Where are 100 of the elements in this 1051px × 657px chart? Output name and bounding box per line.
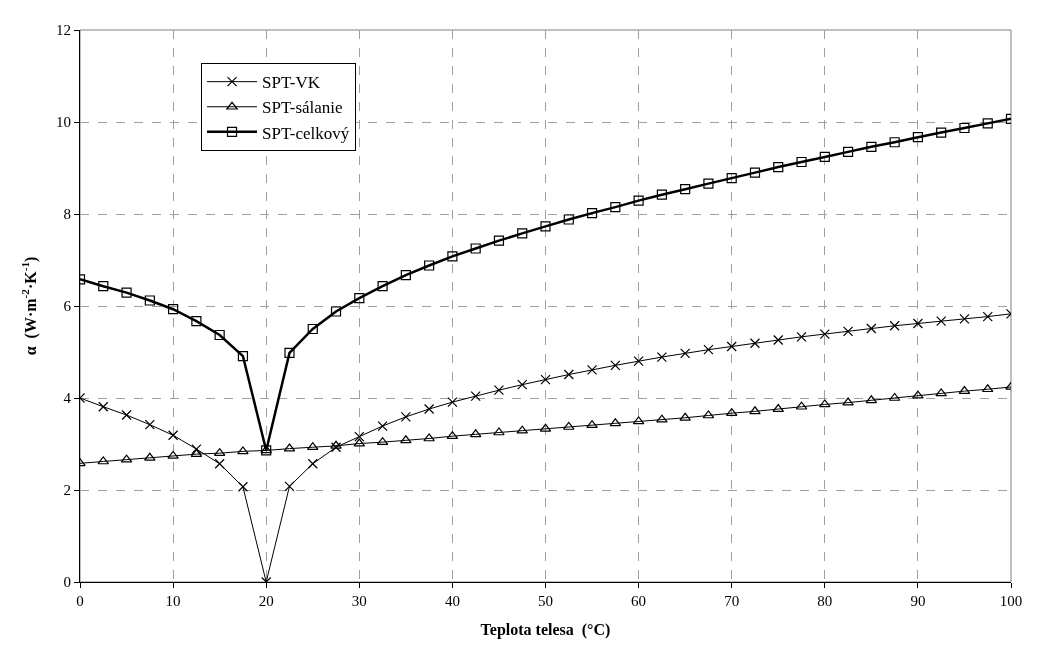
point	[447, 251, 458, 262]
point	[354, 293, 365, 304]
point	[749, 406, 761, 415]
y-tick-label: 2	[63, 482, 71, 499]
point	[237, 446, 249, 455]
point	[400, 270, 411, 281]
point	[842, 146, 854, 157]
x-tick-label: 30	[351, 593, 367, 609]
point	[656, 189, 667, 200]
x-tick-label: 0	[76, 593, 84, 609]
point	[982, 311, 993, 322]
point	[330, 442, 342, 453]
point	[377, 420, 388, 432]
point	[307, 458, 318, 469]
point	[819, 151, 830, 163]
point	[98, 401, 109, 412]
point	[819, 399, 831, 408]
point	[773, 161, 784, 173]
point	[191, 316, 202, 327]
legend-label: SPT-sálanie	[262, 98, 343, 118]
point	[656, 414, 668, 423]
y-tick-label: 12	[56, 22, 71, 39]
point	[680, 348, 691, 359]
point	[121, 409, 132, 421]
point	[540, 374, 551, 385]
point	[493, 427, 505, 436]
x-tick-label: 100	[999, 593, 1023, 609]
point	[144, 419, 155, 430]
x-axis-title: Teplota telesa (°C)	[480, 620, 611, 639]
point	[470, 243, 481, 254]
x-tick-label: 70	[724, 593, 740, 609]
point	[866, 323, 877, 334]
point	[563, 369, 574, 380]
point	[237, 481, 249, 492]
point	[912, 390, 924, 399]
point	[726, 173, 737, 184]
point	[703, 344, 714, 355]
point	[214, 458, 225, 469]
y-tick-label: 6	[63, 298, 72, 315]
point	[959, 122, 970, 134]
x-tick-label: 20	[258, 593, 274, 609]
point	[842, 326, 854, 337]
point	[936, 316, 947, 327]
point	[633, 356, 644, 367]
point	[284, 347, 295, 359]
point	[307, 323, 318, 335]
point	[749, 167, 761, 178]
y-tick-label: 10	[56, 114, 71, 131]
point	[796, 331, 807, 342]
point	[586, 364, 598, 376]
point	[936, 127, 947, 138]
point	[167, 450, 179, 459]
point	[912, 318, 923, 329]
point	[726, 341, 737, 352]
point	[424, 260, 435, 271]
x-tick-label: 80	[817, 593, 833, 609]
point	[866, 141, 877, 152]
point	[540, 221, 551, 232]
point	[237, 351, 249, 362]
point	[610, 202, 621, 213]
point	[773, 334, 784, 346]
point	[517, 228, 528, 239]
point	[400, 411, 411, 422]
point	[493, 385, 505, 396]
point	[586, 207, 598, 219]
point	[889, 137, 900, 148]
y-tick-label: 8	[63, 206, 71, 223]
x-tick-label: 60	[631, 593, 647, 609]
point	[121, 287, 132, 298]
point	[610, 360, 621, 371]
point	[330, 440, 342, 449]
point	[168, 430, 179, 441]
point	[493, 235, 505, 246]
point	[144, 295, 155, 306]
point	[424, 403, 435, 415]
point	[98, 281, 109, 292]
point	[796, 156, 807, 168]
point	[703, 178, 714, 189]
x-tick-label: 50	[538, 593, 553, 609]
legend-label: SPT-VK	[262, 73, 321, 93]
point	[889, 320, 900, 331]
point	[656, 351, 667, 363]
point	[144, 452, 156, 461]
point	[517, 379, 528, 390]
point	[633, 195, 644, 206]
point	[470, 391, 481, 402]
point	[168, 304, 179, 315]
point	[749, 338, 761, 349]
y-tick-label: 4	[63, 390, 72, 407]
point	[330, 306, 342, 317]
point	[400, 435, 412, 444]
point	[354, 431, 365, 442]
point	[680, 184, 691, 195]
point	[423, 433, 435, 442]
point	[679, 412, 691, 421]
y-tick-label: 0	[63, 574, 71, 591]
point	[982, 118, 993, 129]
point	[563, 214, 574, 225]
legend-label: SPT-celkový	[262, 123, 350, 143]
point	[191, 443, 202, 455]
